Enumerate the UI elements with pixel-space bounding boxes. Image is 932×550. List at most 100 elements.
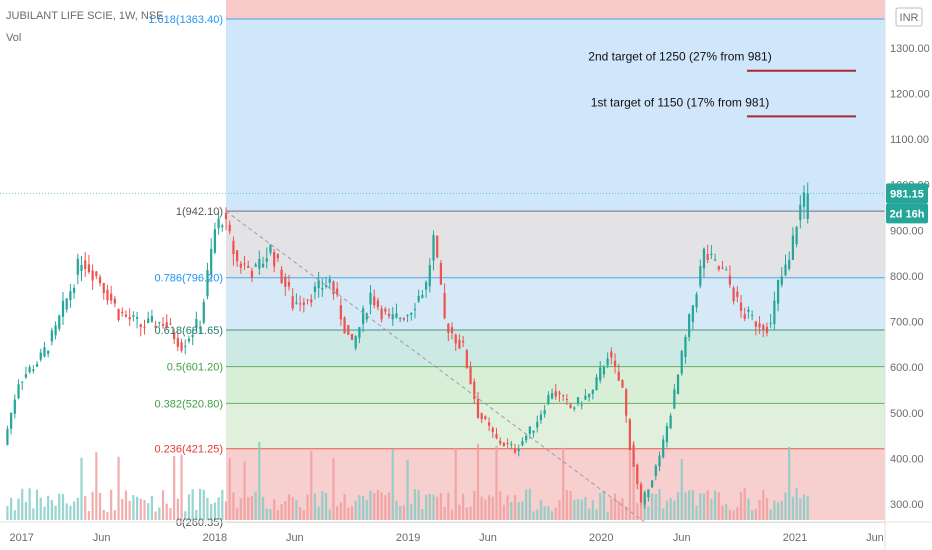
volume-bar <box>525 489 528 520</box>
candle-body <box>239 263 242 268</box>
candle-body <box>395 313 398 318</box>
candle-body <box>728 275 732 285</box>
candle-body <box>350 333 354 340</box>
volume-bar <box>128 500 131 520</box>
volume-bar <box>458 504 461 520</box>
volume-bar <box>261 496 265 520</box>
candle-body <box>313 286 317 293</box>
symbol-title: JUBILANT LIFE SCIE, 1W, NSE <box>6 10 164 22</box>
volume-bar <box>647 506 650 520</box>
candle-body <box>206 270 209 297</box>
volume-bar <box>632 442 635 520</box>
volume-bar <box>206 497 209 520</box>
candle-body <box>799 204 802 221</box>
candle-body <box>436 235 439 258</box>
volume-bar <box>132 495 135 520</box>
candle-body <box>302 302 305 305</box>
candle-body <box>528 426 531 434</box>
volume-bar <box>35 489 39 520</box>
volume-bar <box>98 493 102 520</box>
volume-bar <box>513 495 517 520</box>
time-tick-label: 2017 <box>9 532 33 544</box>
volume-bar <box>228 458 231 520</box>
candle-body <box>361 308 365 324</box>
volume-bar <box>484 499 487 520</box>
candle-body <box>613 360 617 367</box>
time-tick-label: Jun <box>93 532 111 544</box>
candle-body <box>384 308 387 312</box>
candle-body <box>469 366 472 385</box>
fib-label: 0.5(601.20) <box>167 362 223 374</box>
time-tick-label: 2020 <box>589 532 613 544</box>
candle-body <box>658 455 661 467</box>
candle-body <box>443 292 446 319</box>
candle-body <box>495 433 498 439</box>
candle-body <box>699 266 702 286</box>
candle-body <box>706 254 709 260</box>
candle-body <box>554 391 557 397</box>
volume-bar <box>728 509 732 520</box>
time-tick-label: Jun <box>866 532 884 544</box>
candle-body <box>721 267 724 269</box>
candle-body <box>499 440 502 444</box>
volume-bar <box>406 459 409 520</box>
candle-body <box>347 325 350 335</box>
candle-body <box>525 435 528 441</box>
volume-bar <box>43 506 46 520</box>
time-tick-label: Jun <box>673 532 691 544</box>
candle-body <box>324 285 328 287</box>
candle-body <box>284 276 287 287</box>
volume-bar <box>584 496 587 520</box>
volume-bar <box>154 511 157 520</box>
candle-body <box>569 404 572 408</box>
volume-bar <box>773 500 776 520</box>
price-axis[interactable]: 300.00 400.00 500.00 600.00 700.00 800.00 900.… <box>884 0 930 550</box>
candle-body <box>210 248 213 275</box>
candle-body <box>617 371 620 381</box>
volume-bar <box>417 490 420 520</box>
currency-badge[interactable]: INR <box>895 7 923 27</box>
candle-body <box>373 296 376 306</box>
volume-bar <box>369 490 372 520</box>
volume-bar <box>469 506 472 520</box>
volume-bar <box>121 499 124 520</box>
volume-bar <box>106 511 109 520</box>
candle-body <box>595 377 598 391</box>
volume-bar <box>24 501 28 520</box>
candle-body <box>773 300 776 325</box>
volume-bar <box>443 506 446 520</box>
volume-bar <box>295 500 298 520</box>
candle-body <box>106 289 109 301</box>
time-axis[interactable]: 2017 Jun 2018 Jun 2019 Jun 2020 Jun 2021 Jun <box>0 521 932 544</box>
volume-bar <box>721 505 724 520</box>
candle-body <box>769 322 772 324</box>
candle-body <box>691 305 694 322</box>
candle-body <box>317 280 320 289</box>
volume-bar <box>250 495 254 520</box>
candle-body <box>762 325 765 330</box>
volume-bar <box>539 500 543 520</box>
trend-line <box>225 210 645 523</box>
fib-zone <box>226 18 885 212</box>
volume-bar <box>254 491 257 520</box>
candle-body <box>10 412 13 429</box>
candle-body <box>202 301 205 323</box>
candle-body <box>365 313 368 320</box>
candle-body <box>465 350 468 368</box>
volume-bar <box>306 494 309 520</box>
candle-body <box>187 338 191 342</box>
candle-body <box>128 317 131 320</box>
volume-bar <box>287 494 291 520</box>
volume-bar <box>432 494 435 520</box>
candle-body <box>236 250 239 262</box>
candle-body <box>321 288 324 290</box>
candle-body <box>35 363 39 367</box>
candle-body <box>135 317 139 319</box>
volume-bar <box>69 505 72 520</box>
fib-labels: 1.618(1363.40) 1(942.10) 0.786(796.20) 0.61… <box>148 14 223 529</box>
volume-bar <box>213 502 217 520</box>
target-annotation: 1st target of 1150 (17% from 981) <box>591 95 770 109</box>
volume-bar <box>669 498 672 520</box>
time-tick-label: Jun <box>286 532 304 544</box>
